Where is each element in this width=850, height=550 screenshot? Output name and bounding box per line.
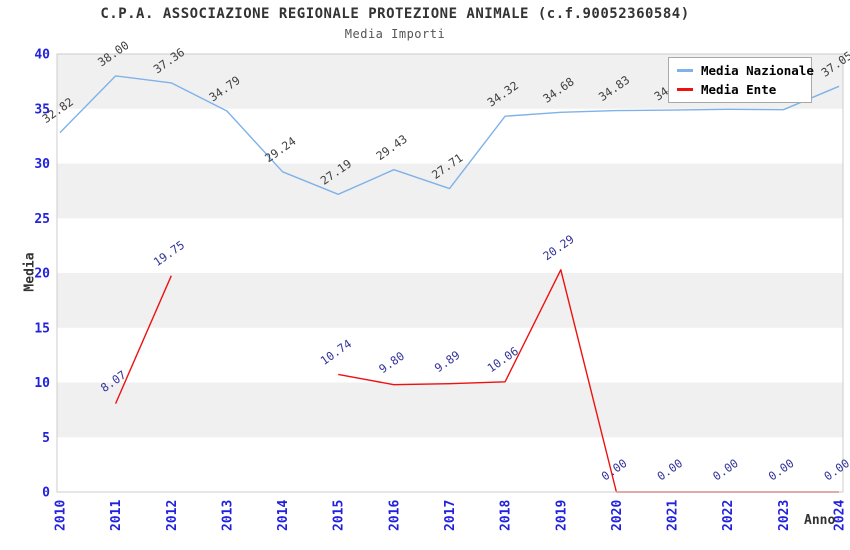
x-tick-label: 2018: [499, 500, 514, 531]
x-tick-label: 2017: [443, 500, 458, 531]
y-tick-label: 5: [42, 431, 50, 446]
legend-label: Media Nazionale: [701, 63, 814, 78]
x-tick-label: 2024: [833, 500, 848, 531]
x-tick-label: 2020: [610, 500, 625, 531]
x-axis-tick-labels: 2010 2011 2012 2013 2014 2015 2016 2017 2018 2019…: [54, 500, 848, 531]
y-tick-label: 40: [34, 48, 50, 63]
chart-subtitle: Media Importi: [344, 27, 446, 41]
legend-label: Media Ente: [701, 82, 777, 97]
data-label: 0.00: [766, 456, 797, 483]
data-label: 0.00: [654, 456, 685, 483]
grid-bands: [57, 54, 843, 438]
x-tick-label: 2016: [387, 500, 402, 531]
x-tick-label: 2013: [220, 500, 235, 531]
x-tick-label: 2022: [721, 500, 736, 531]
y-tick-label: 0: [42, 486, 50, 501]
legend-item-media-nazionale: Media Nazionale: [677, 63, 814, 78]
data-label: 9.89: [432, 348, 463, 375]
y-tick-label: 30: [34, 157, 50, 172]
x-tick-label: 2012: [165, 500, 180, 531]
y-tick-label: 10: [34, 376, 50, 391]
data-label: 10.74: [318, 336, 354, 367]
legend: Media Nazionale Media Ente: [668, 57, 814, 103]
y-axis-title: Media: [22, 252, 38, 292]
chart-header: C.P.A. ASSOCIAZIONE REGIONALE PROTEZIONE…: [0, 6, 790, 41]
chart-title: C.P.A. ASSOCIAZIONE REGIONALE PROTEZIONE…: [100, 6, 690, 22]
ente-line-swatch-icon: [677, 88, 693, 91]
y-tick-label: 25: [34, 212, 50, 227]
y-tick-label: 20: [34, 267, 50, 282]
data-label: 0.00: [599, 456, 630, 483]
data-label: 20.29: [540, 232, 576, 263]
y-axis-tick-labels: 0 5 10 15 20 25 30 35 40: [34, 48, 50, 501]
x-axis-title: Anno: [804, 513, 836, 528]
plot-border: [56, 53, 844, 493]
x-tick-label: 2019: [554, 500, 569, 531]
y-tick-label: 35: [34, 102, 50, 117]
nazionale-line: [59, 75, 840, 196]
x-tick-label: 2011: [109, 500, 124, 531]
nazionale-line-swatch-icon: [677, 69, 693, 72]
legend-item-media-ente: Media Ente: [677, 82, 803, 97]
data-label: 9.80: [376, 349, 407, 376]
x-tick-label: 2010: [54, 500, 69, 531]
data-label: 0.00: [821, 456, 850, 483]
data-label: 0.00: [710, 456, 741, 483]
x-tick-label: 2015: [332, 500, 347, 531]
y-tick-label: 15: [34, 321, 50, 336]
x-tick-label: 2014: [276, 500, 291, 531]
x-tick-label: 2023: [777, 500, 792, 531]
data-label: 19.75: [151, 238, 187, 269]
data-label: 29.24: [262, 134, 298, 165]
x-tick-label: 2021: [666, 500, 681, 531]
data-label: 29.43: [373, 132, 409, 163]
